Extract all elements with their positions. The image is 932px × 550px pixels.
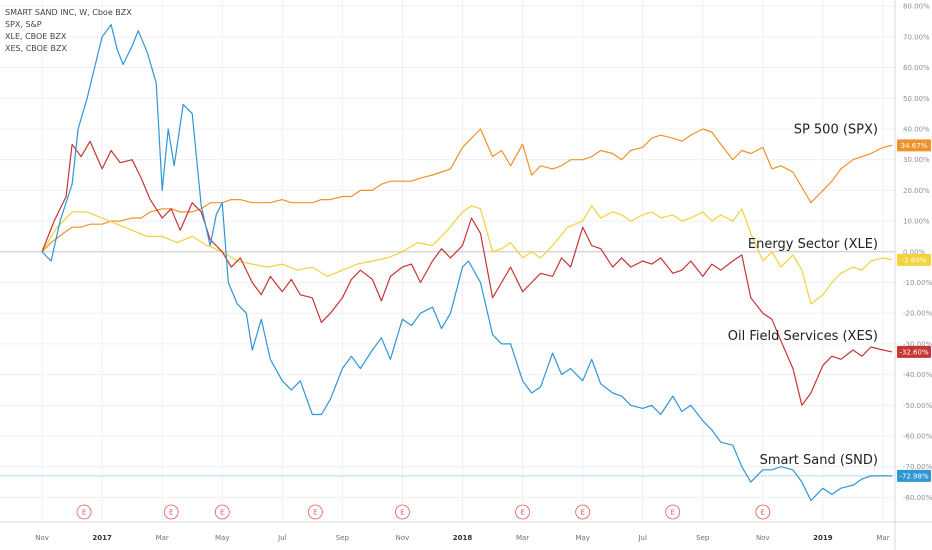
x-tick-label: Jul — [277, 534, 287, 542]
series-annotations: SP 500 (SPX) Energy Sector (XLE) Oil Field… — [728, 122, 878, 468]
earnings-marker-label: E — [520, 509, 524, 517]
y-tick-label: 10.00% — [903, 218, 930, 226]
earnings-marker[interactable] — [214, 504, 230, 520]
y-tick-label: 50.00% — [903, 95, 930, 103]
earnings-marker[interactable] — [395, 504, 410, 520]
y-tick-label: 20.00% — [903, 187, 930, 195]
y-tick-label: -50.00% — [903, 402, 932, 410]
x-tick-label: Mar — [516, 534, 529, 542]
annotation-xle: Energy Sector (XLE) — [748, 237, 878, 252]
earnings-marker[interactable] — [307, 504, 323, 520]
tag-bg-spx — [897, 139, 931, 152]
x-tick-label: 2018 — [453, 534, 473, 542]
y-tick-label: 0.00% — [903, 248, 926, 256]
earnings-marker[interactable] — [575, 504, 591, 520]
series-line-spx[interactable] — [41, 128, 893, 253]
tag-label-snd: -72.98% — [899, 472, 929, 480]
earnings-marker-label: E — [220, 509, 224, 517]
y-tick-label: -30.00% — [903, 340, 932, 348]
x-tick-label: 2017 — [92, 534, 112, 542]
x-tick-label: Nov — [35, 534, 49, 542]
tag-label-spx: 34.67% — [901, 142, 928, 150]
x-tick-label: Nov — [756, 534, 770, 542]
legend-entry: XLE, CBOE BZX — [5, 32, 67, 41]
x-tick-label: Mar — [156, 534, 169, 542]
earnings-marker-label: E — [313, 509, 317, 517]
annotation-snd: Smart Sand (SND) — [760, 453, 878, 468]
y-tick-label: -80.00% — [903, 494, 932, 502]
last-value-tags: 34.67% -2.64% -32.60% -72.98% — [897, 139, 931, 482]
tag-bg-xle — [897, 253, 931, 266]
y-tick-label: -20.00% — [903, 310, 932, 318]
tag-label-xes: -32.60% — [899, 348, 929, 356]
x-tick-label: Sep — [336, 534, 350, 542]
earnings-marker[interactable] — [163, 504, 179, 520]
tag-bg-xes — [897, 345, 931, 358]
earnings-marker[interactable] — [665, 504, 681, 520]
y-axis: 80.00% 70.00% 60.00% 50.00% 40.00% 30.00% 20.0… — [903, 3, 932, 502]
x-tick-label: Nov — [396, 534, 410, 542]
earnings-marker-label: E — [400, 509, 404, 517]
tag-bg-snd — [897, 469, 931, 482]
y-tick-label: 30.00% — [903, 156, 930, 164]
x-tick-label: May — [215, 534, 229, 542]
earnings-marker[interactable] — [755, 504, 771, 520]
earnings-marker-label: E — [761, 509, 765, 517]
tag-label-xle: -2.64% — [902, 256, 927, 264]
legend-entry: SMART SAND INC, W, Cboe BZX — [5, 8, 132, 17]
legend: SMART SAND INC, W, Cboe BZX SPX, S&P XLE, … — [5, 8, 132, 53]
x-tick-label: Mar — [876, 534, 889, 542]
x-axis: Nov 2017 Mar May Jul Sep Nov 2018 Mar May Jul Sep No… — [35, 534, 889, 542]
x-tick-label: May — [575, 534, 589, 542]
legend-entry: SPX, S&P — [5, 20, 42, 29]
y-tick-label: 60.00% — [903, 64, 930, 72]
y-tick-label: 40.00% — [903, 125, 930, 133]
earnings-marker-label: E — [82, 509, 86, 517]
earnings-marker-label: E — [671, 509, 675, 517]
x-tick-label: 2019 — [813, 534, 833, 542]
earnings-marker-label: E — [580, 509, 584, 517]
legend-entry: XES, CBOE BZX — [5, 44, 67, 53]
annotation-xes: Oil Field Services (XES) — [728, 329, 878, 344]
y-tick-label: -10.00% — [903, 279, 932, 287]
series-line-snd[interactable] — [41, 24, 892, 502]
annotation-spx: SP 500 (SPX) — [794, 122, 878, 137]
series-lines — [41, 24, 893, 502]
y-tick-label: -60.00% — [903, 433, 932, 441]
y-tick-label: -40.00% — [903, 371, 932, 379]
y-tick-label: -70.00% — [903, 463, 932, 471]
earnings-marker[interactable] — [76, 504, 92, 520]
x-tick-label: Jul — [637, 534, 647, 542]
series-line-xes[interactable] — [41, 140, 893, 406]
series-line-xle[interactable] — [41, 205, 893, 305]
y-tick-label: 70.00% — [903, 33, 930, 41]
earnings-marker[interactable] — [515, 504, 530, 520]
x-tick-label: Sep — [696, 534, 710, 542]
earnings-marker-label: E — [169, 509, 173, 517]
y-tick-label: 80.00% — [903, 3, 930, 11]
